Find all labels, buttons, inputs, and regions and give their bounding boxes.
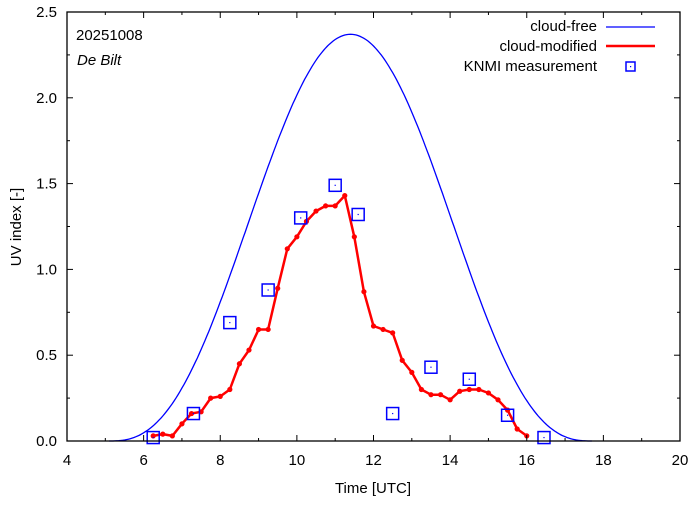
knmi-measurement-marker	[385, 406, 400, 421]
knmi-measurement-dot	[468, 378, 470, 380]
cloud-modified-point	[227, 386, 233, 393]
knmi-measurement-marker	[500, 408, 515, 423]
cloud-modified-point	[466, 386, 472, 393]
x-tick-label: 16	[518, 452, 535, 469]
knmi-measurement-marker	[328, 178, 342, 193]
cloud-modified-point	[351, 234, 357, 240]
cloud-modified-point	[265, 326, 271, 333]
x-tick-label: 12	[365, 452, 382, 469]
knmi-measurement-dot	[506, 414, 509, 416]
knmi-measurement-marker	[424, 360, 438, 374]
legend-label-cloud-free: cloud-free	[530, 18, 597, 35]
cloud-modified-point	[495, 397, 501, 403]
cloud-modified-point	[150, 433, 156, 439]
knmi-measurement-dot	[229, 321, 231, 324]
plot-frame	[66, 11, 681, 442]
cloud-modified-line	[152, 194, 528, 438]
cloud-modified-point	[390, 330, 396, 336]
y-tick-label: 2.0	[36, 90, 57, 107]
station-label: De Bilt	[77, 52, 122, 69]
x-tick-label: 10	[289, 452, 306, 469]
cloud-modified-point	[418, 386, 424, 393]
x-tick-label: 18	[595, 452, 612, 469]
knmi-measurement-marker	[186, 406, 201, 421]
cloud-modified-point	[342, 193, 348, 199]
cloud-modified-point	[399, 357, 405, 363]
cloud-modified-point	[361, 289, 367, 295]
cloud-modified-point	[188, 410, 195, 417]
x-tick-label: 8	[216, 452, 224, 469]
y-axis-label: UV index [-]	[8, 188, 25, 266]
cloud-modified-point	[380, 326, 386, 333]
knmi-measurement-marker	[146, 430, 160, 445]
y-tick-label: 0.5	[36, 347, 57, 364]
x-tick-label: 20	[672, 452, 689, 469]
y-tick-label: 1.0	[36, 261, 57, 278]
cloud-modified-point	[284, 246, 290, 252]
cloud-modified-point	[313, 208, 319, 214]
knmi-measurement-marker	[293, 211, 308, 225]
y-tick-label: 1.5	[36, 176, 57, 193]
knmi-measurement-dot	[357, 213, 359, 216]
cloud-modified-point	[476, 386, 482, 393]
x-tick-label: 4	[63, 452, 71, 469]
knmi-measurement-marker	[261, 283, 275, 297]
cloud-modified-point	[447, 397, 453, 403]
cloud-modified-point	[255, 326, 262, 333]
cloud-modified-point	[504, 407, 511, 413]
knmi-measurement-marker	[462, 372, 477, 386]
y-tick-label: 2.5	[36, 4, 57, 21]
knmi-measurement-marker	[351, 207, 365, 222]
cloud-modified-point	[323, 203, 329, 209]
knmi-measurement-dot	[543, 436, 545, 439]
x-tick-label: 6	[139, 452, 147, 469]
cloud-modified-point	[370, 323, 377, 329]
cloud-modified-point	[236, 361, 243, 367]
legend-swatch-dot	[630, 66, 632, 68]
cloud-free-line	[109, 33, 592, 442]
cloud-modified-point	[294, 234, 300, 240]
legend-label-cloud-modified: cloud-modified	[499, 38, 597, 55]
cloud-modified-point	[217, 393, 223, 399]
knmi-measurement-dot	[334, 184, 336, 186]
knmi-measurement-dot	[300, 217, 302, 219]
y-tick-label: 0.0	[36, 433, 57, 450]
date-label: 20251008	[76, 27, 143, 44]
cloud-modified-point	[485, 390, 492, 396]
cloud-modified-point	[332, 203, 338, 209]
x-axis-label: Time [UTC]	[335, 480, 411, 497]
legend: cloud-free cloud-modified KNMI measureme…	[464, 18, 655, 75]
cloud-modified-point	[179, 421, 185, 427]
cloud-modified-point	[437, 392, 444, 398]
cloud-modified-point	[208, 395, 214, 401]
knmi-measurement-dot	[152, 436, 154, 439]
knmi-measurement-dot	[267, 289, 269, 291]
legend-swatch-knmi-measurement	[625, 61, 636, 72]
cloud-modified-point	[514, 426, 520, 432]
knmi-measurement-marker	[223, 315, 237, 330]
knmi-measurement-dot	[392, 412, 394, 415]
cloud-modified-point	[246, 347, 252, 353]
cloud-modified-point	[275, 285, 281, 291]
cloud-modified-point	[428, 392, 434, 398]
knmi-measurement-dot	[192, 412, 195, 415]
x-tick-label: 14	[442, 452, 459, 469]
cloud-modified-point	[409, 369, 415, 375]
knmi-measurement-dot	[430, 366, 432, 368]
cloud-modified-point	[160, 431, 166, 437]
cloud-modified-point	[457, 388, 463, 394]
legend-label-knmi-measurement: KNMI measurement	[464, 58, 598, 75]
knmi-measurement-marker	[537, 430, 551, 445]
cloud-modified-point	[169, 433, 175, 439]
